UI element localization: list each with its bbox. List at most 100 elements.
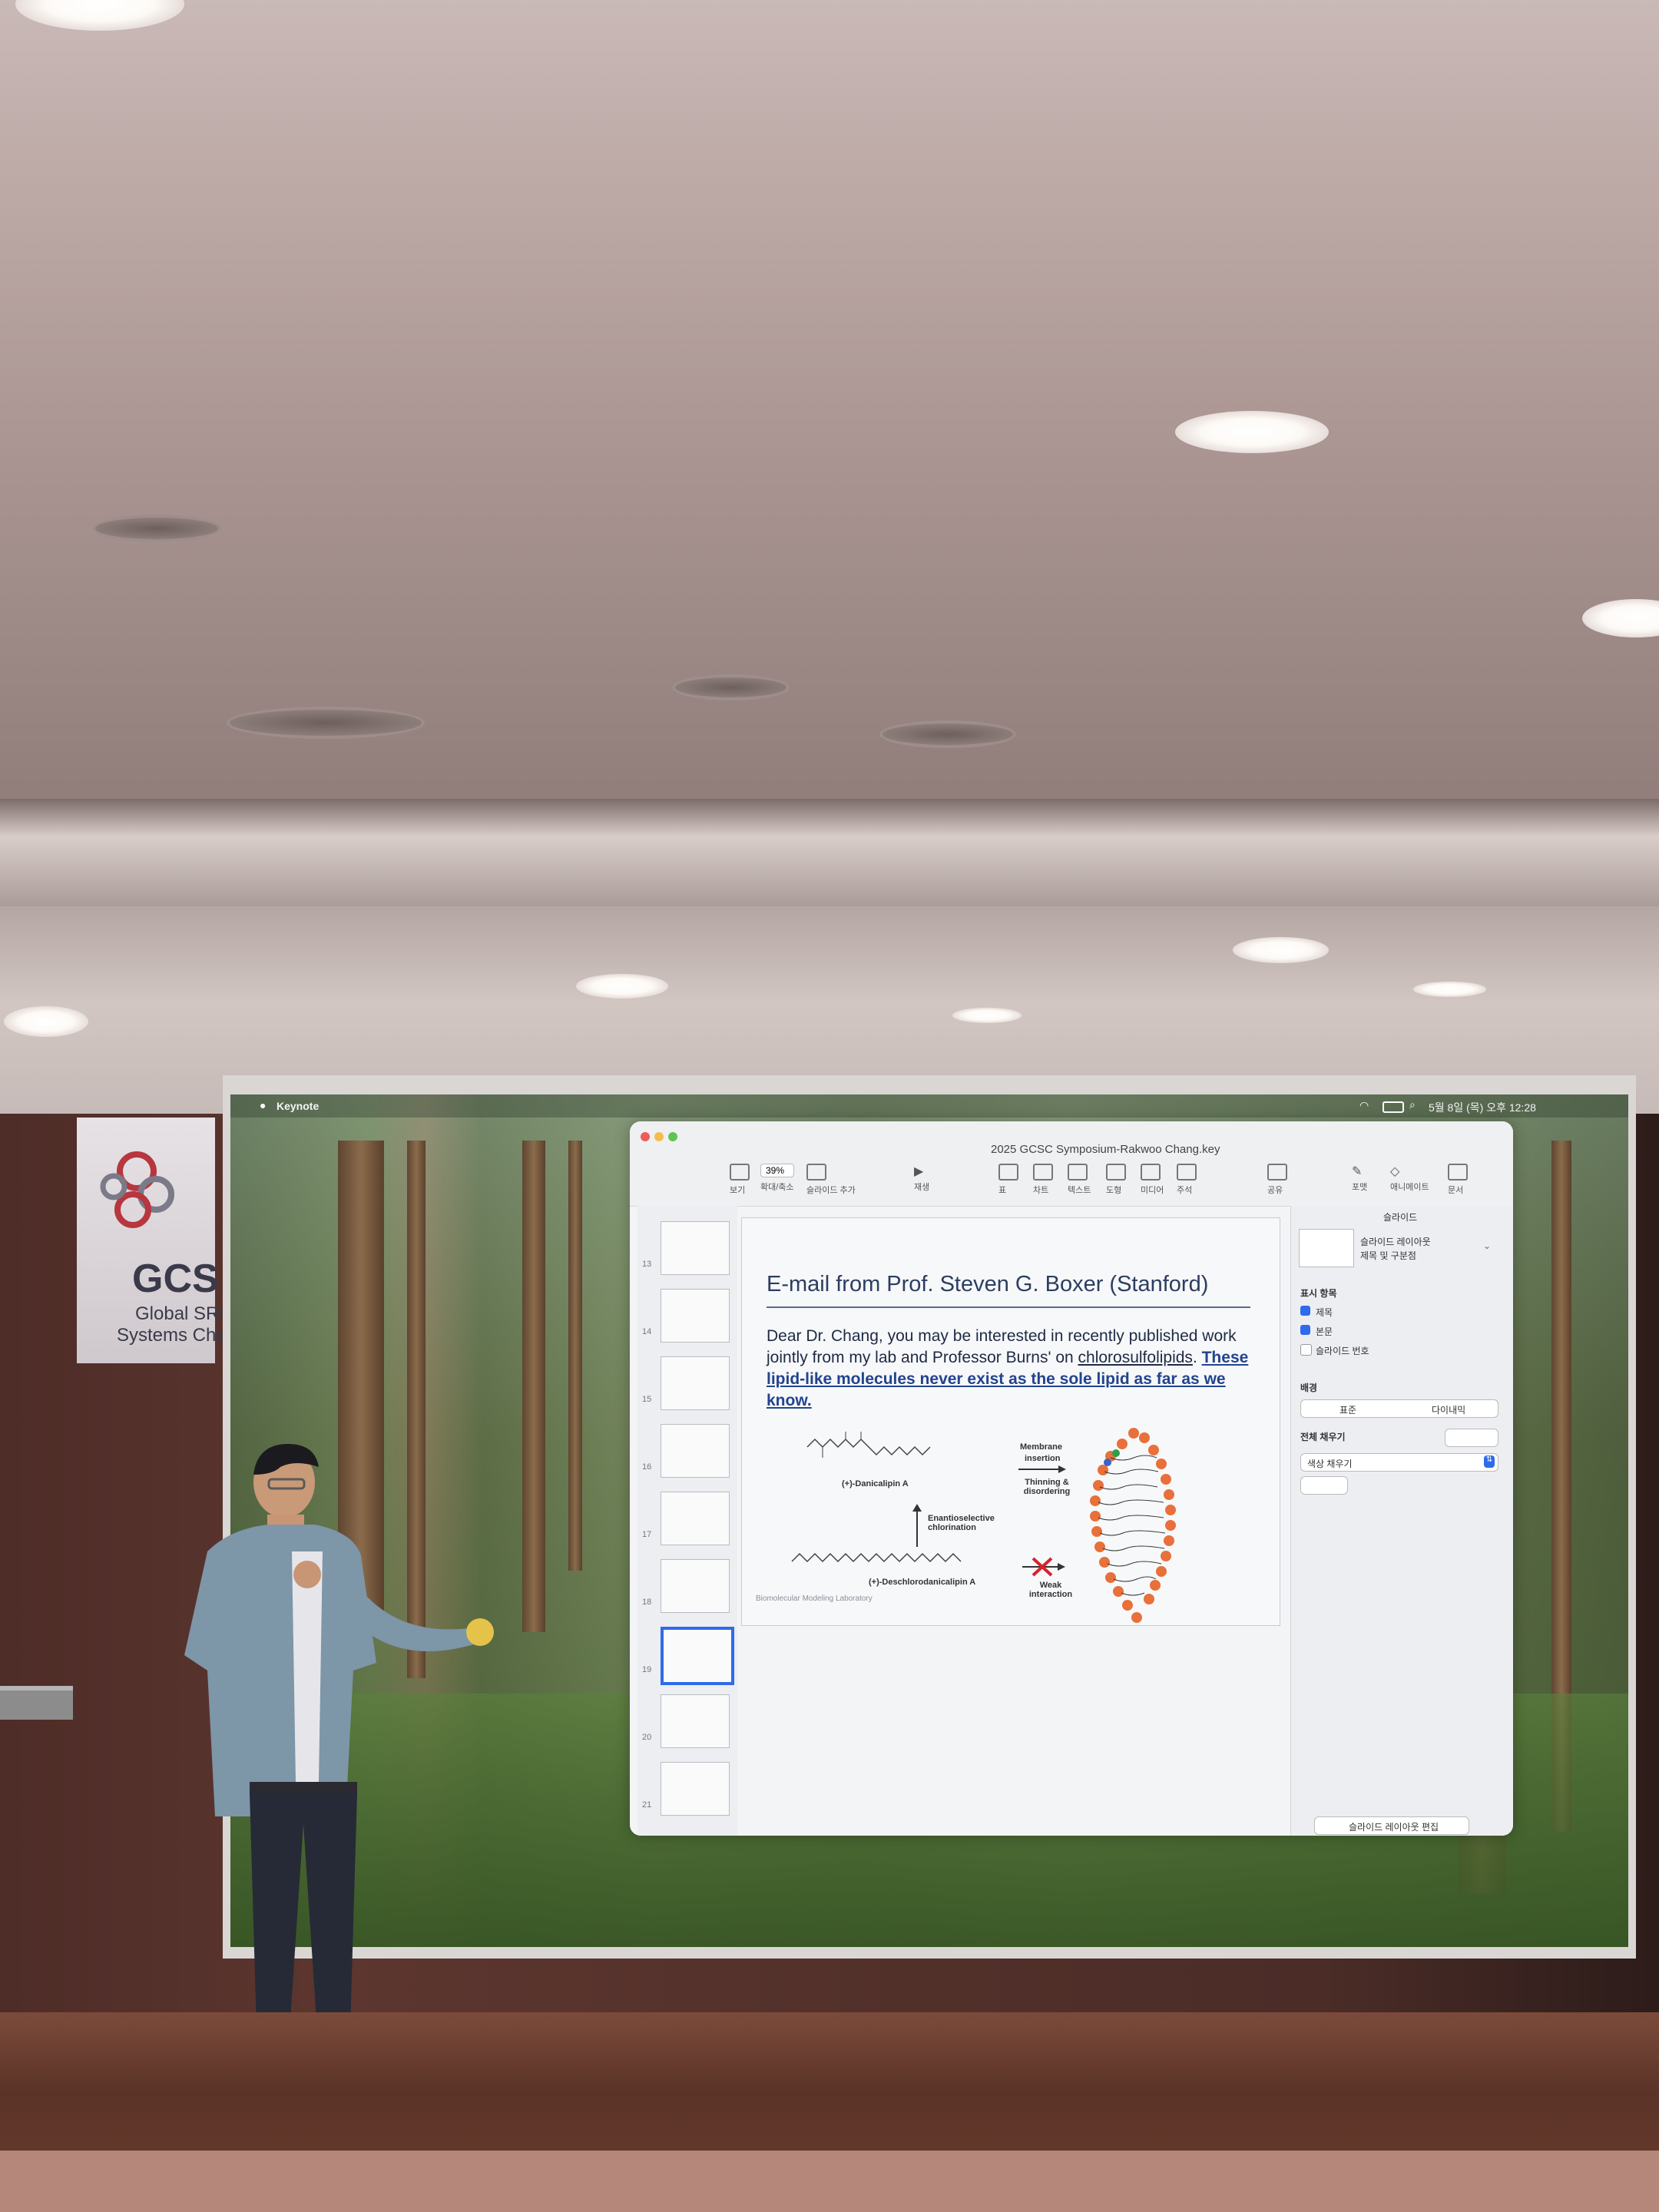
text-icon bbox=[1068, 1164, 1088, 1181]
comment-icon bbox=[1177, 1164, 1197, 1181]
close-window-button[interactable] bbox=[641, 1132, 650, 1141]
slide-title[interactable]: E-mail from Prof. Steven G. Boxer (Stanf… bbox=[767, 1272, 1209, 1296]
segment-standard[interactable]: 표준 bbox=[1339, 1405, 1357, 1416]
ceiling-light bbox=[4, 1006, 88, 1037]
body-text: . bbox=[1192, 1349, 1202, 1366]
title-checkbox-label: 제목 bbox=[1316, 1307, 1333, 1318]
slide-thumbnail[interactable] bbox=[661, 1762, 730, 1816]
slide-canvas[interactable]: E-mail from Prof. Steven G. Boxer (Stanf… bbox=[741, 1217, 1280, 1626]
select-arrows-icon: ⇅ bbox=[1484, 1455, 1495, 1468]
color-picker-button[interactable] bbox=[1300, 1476, 1348, 1495]
view-button[interactable]: 보기 bbox=[730, 1164, 750, 1196]
slide-number-label: 16 bbox=[642, 1462, 652, 1472]
play-button[interactable]: ▶ 재생 bbox=[914, 1164, 929, 1193]
background-segmented-control[interactable]: 표준 다이내믹 bbox=[1300, 1399, 1498, 1418]
animate-button[interactable]: ◇ 애니메이트 bbox=[1390, 1164, 1429, 1193]
add-slide-icon bbox=[806, 1164, 826, 1181]
slide-number-checkbox[interactable] bbox=[1300, 1344, 1312, 1356]
menu-app-name[interactable]: Keynote bbox=[276, 1100, 320, 1112]
ceiling-downlight bbox=[227, 707, 425, 739]
segment-dynamic[interactable]: 다이내믹 bbox=[1432, 1405, 1466, 1416]
minimize-window-button[interactable] bbox=[654, 1132, 664, 1141]
animate-label: 애니메이트 bbox=[1390, 1183, 1429, 1192]
slide-thumbnail[interactable] bbox=[661, 1492, 730, 1545]
mac-menu-bar: ● Keynote ◠ ⌕ 5월 8일 (목) 오후 12:28 bbox=[230, 1094, 1628, 1118]
slide-number-checkbox-label: 슬라이드 번호 bbox=[1316, 1346, 1369, 1356]
ceiling-light bbox=[576, 974, 668, 998]
presenter-person bbox=[184, 1444, 494, 2068]
gcsc-logo-icon bbox=[100, 1151, 174, 1228]
media-label: 미디어 bbox=[1141, 1186, 1164, 1195]
format-label: 포맷 bbox=[1352, 1183, 1368, 1192]
fill-type-select[interactable]: 색상 채우기 ⇅ bbox=[1300, 1453, 1498, 1472]
search-icon[interactable]: ⌕ bbox=[1409, 1098, 1416, 1111]
title-checkbox[interactable] bbox=[1300, 1306, 1310, 1316]
keynote-toolbar: 2025 GCSC Symposium-Rakwoo Chang.key 보기 … bbox=[630, 1121, 1513, 1207]
layout-name[interactable]: 슬라이드 레이아웃 bbox=[1360, 1237, 1431, 1247]
comment-button[interactable]: 주석 bbox=[1177, 1164, 1197, 1196]
slide-thumbnail[interactable] bbox=[661, 1221, 730, 1275]
slide-thumbnail[interactable] bbox=[661, 1424, 730, 1478]
auditorium-ceiling bbox=[0, 0, 1659, 845]
slide-thumbnail[interactable] bbox=[661, 1289, 730, 1343]
chart-button[interactable]: 차트 bbox=[1033, 1164, 1053, 1196]
format-inspector: 슬라이드 슬라이드 레이아웃 제목 및 구분점 ⌄ 표시 항목 제목 본문 슬라… bbox=[1290, 1206, 1513, 1836]
share-label: 공유 bbox=[1267, 1186, 1283, 1195]
zoom-value: 39% bbox=[760, 1164, 794, 1177]
fill-color-well[interactable] bbox=[1445, 1429, 1498, 1447]
animate-icon: ◇ bbox=[1390, 1165, 1400, 1178]
banner-subtitle: Global SRC bbox=[135, 1303, 233, 1324]
slide-navigator: 13 14 15 16 17 18 19 20 21 bbox=[637, 1206, 737, 1836]
layout-subtitle[interactable]: 제목 및 구분점 bbox=[1360, 1250, 1416, 1261]
shape-icon bbox=[1106, 1164, 1126, 1181]
slide-thumbnail[interactable] bbox=[661, 1694, 730, 1748]
slide-thumbnail[interactable] bbox=[661, 1627, 734, 1685]
slide-body[interactable]: Dear Dr. Chang, you may be interested in… bbox=[767, 1326, 1258, 1412]
wifi-icon[interactable]: ◠ bbox=[1359, 1099, 1369, 1111]
play-icon: ▶ bbox=[914, 1165, 924, 1178]
danicalipin-structure bbox=[806, 1432, 931, 1458]
layout-thumbnail[interactable] bbox=[1299, 1229, 1354, 1267]
table-button[interactable]: 표 bbox=[998, 1164, 1018, 1196]
tree-trunk bbox=[522, 1141, 545, 1632]
table-label: 표 bbox=[998, 1186, 1007, 1195]
thinning-label: Thinning & disordering bbox=[1023, 1478, 1071, 1496]
chart-icon bbox=[1033, 1164, 1053, 1181]
chevron-down-icon[interactable]: ⌄ bbox=[1483, 1240, 1492, 1251]
share-button[interactable]: 공유 bbox=[1267, 1164, 1287, 1196]
battery-icon[interactable] bbox=[1382, 1101, 1404, 1113]
lectern bbox=[0, 1686, 73, 1720]
keynote-window: 2025 GCSC Symposium-Rakwoo Chang.key 보기 … bbox=[630, 1121, 1513, 1836]
format-button[interactable]: ✎ 포맷 bbox=[1352, 1164, 1367, 1193]
zoom-menu[interactable]: 39% 확대/축소 bbox=[760, 1164, 794, 1193]
ceiling-downlight bbox=[879, 720, 1016, 748]
zoom-window-button[interactable] bbox=[668, 1132, 677, 1141]
shape-button[interactable]: 도형 bbox=[1106, 1164, 1126, 1196]
chlorination-label: Enantioselective chlorination bbox=[928, 1514, 995, 1532]
slide-number-label: 18 bbox=[642, 1598, 652, 1607]
text-button[interactable]: 텍스트 bbox=[1068, 1164, 1091, 1196]
document-button[interactable]: 문서 bbox=[1448, 1164, 1468, 1196]
apple-icon[interactable]: ● bbox=[260, 1099, 267, 1111]
edit-layout-button[interactable]: 슬라이드 레이아웃 편집 bbox=[1314, 1816, 1469, 1835]
ceiling-light bbox=[1175, 411, 1329, 453]
banner-subtitle: Systems Che bbox=[117, 1325, 227, 1346]
edit-layout-label: 슬라이드 레이아웃 편집 bbox=[1349, 1822, 1439, 1833]
menu-bar-clock[interactable]: 5월 8일 (목) 오후 12:28 bbox=[1429, 1101, 1536, 1114]
add-slide-button[interactable]: 슬라이드 추가 bbox=[806, 1164, 856, 1196]
stage-edge bbox=[0, 2151, 1659, 2212]
chart-label: 차트 bbox=[1033, 1186, 1049, 1195]
banner-title: GCS bbox=[132, 1257, 219, 1301]
media-button[interactable]: 미디어 bbox=[1141, 1164, 1164, 1196]
body-checkbox[interactable] bbox=[1300, 1325, 1310, 1335]
slide-thumbnail[interactable] bbox=[661, 1356, 730, 1410]
text-label: 텍스트 bbox=[1068, 1186, 1091, 1195]
tree-trunk bbox=[568, 1141, 582, 1571]
slide-number-label: 15 bbox=[642, 1395, 652, 1404]
appearance-header: 표시 항목 bbox=[1300, 1288, 1337, 1299]
blocked-arrow-icon bbox=[1022, 1557, 1065, 1577]
body-checkbox-label: 본문 bbox=[1316, 1326, 1333, 1337]
title-divider bbox=[767, 1306, 1250, 1308]
slide-thumbnail[interactable] bbox=[661, 1559, 730, 1613]
inspector-tab-slide[interactable]: 슬라이드 bbox=[1383, 1212, 1418, 1223]
